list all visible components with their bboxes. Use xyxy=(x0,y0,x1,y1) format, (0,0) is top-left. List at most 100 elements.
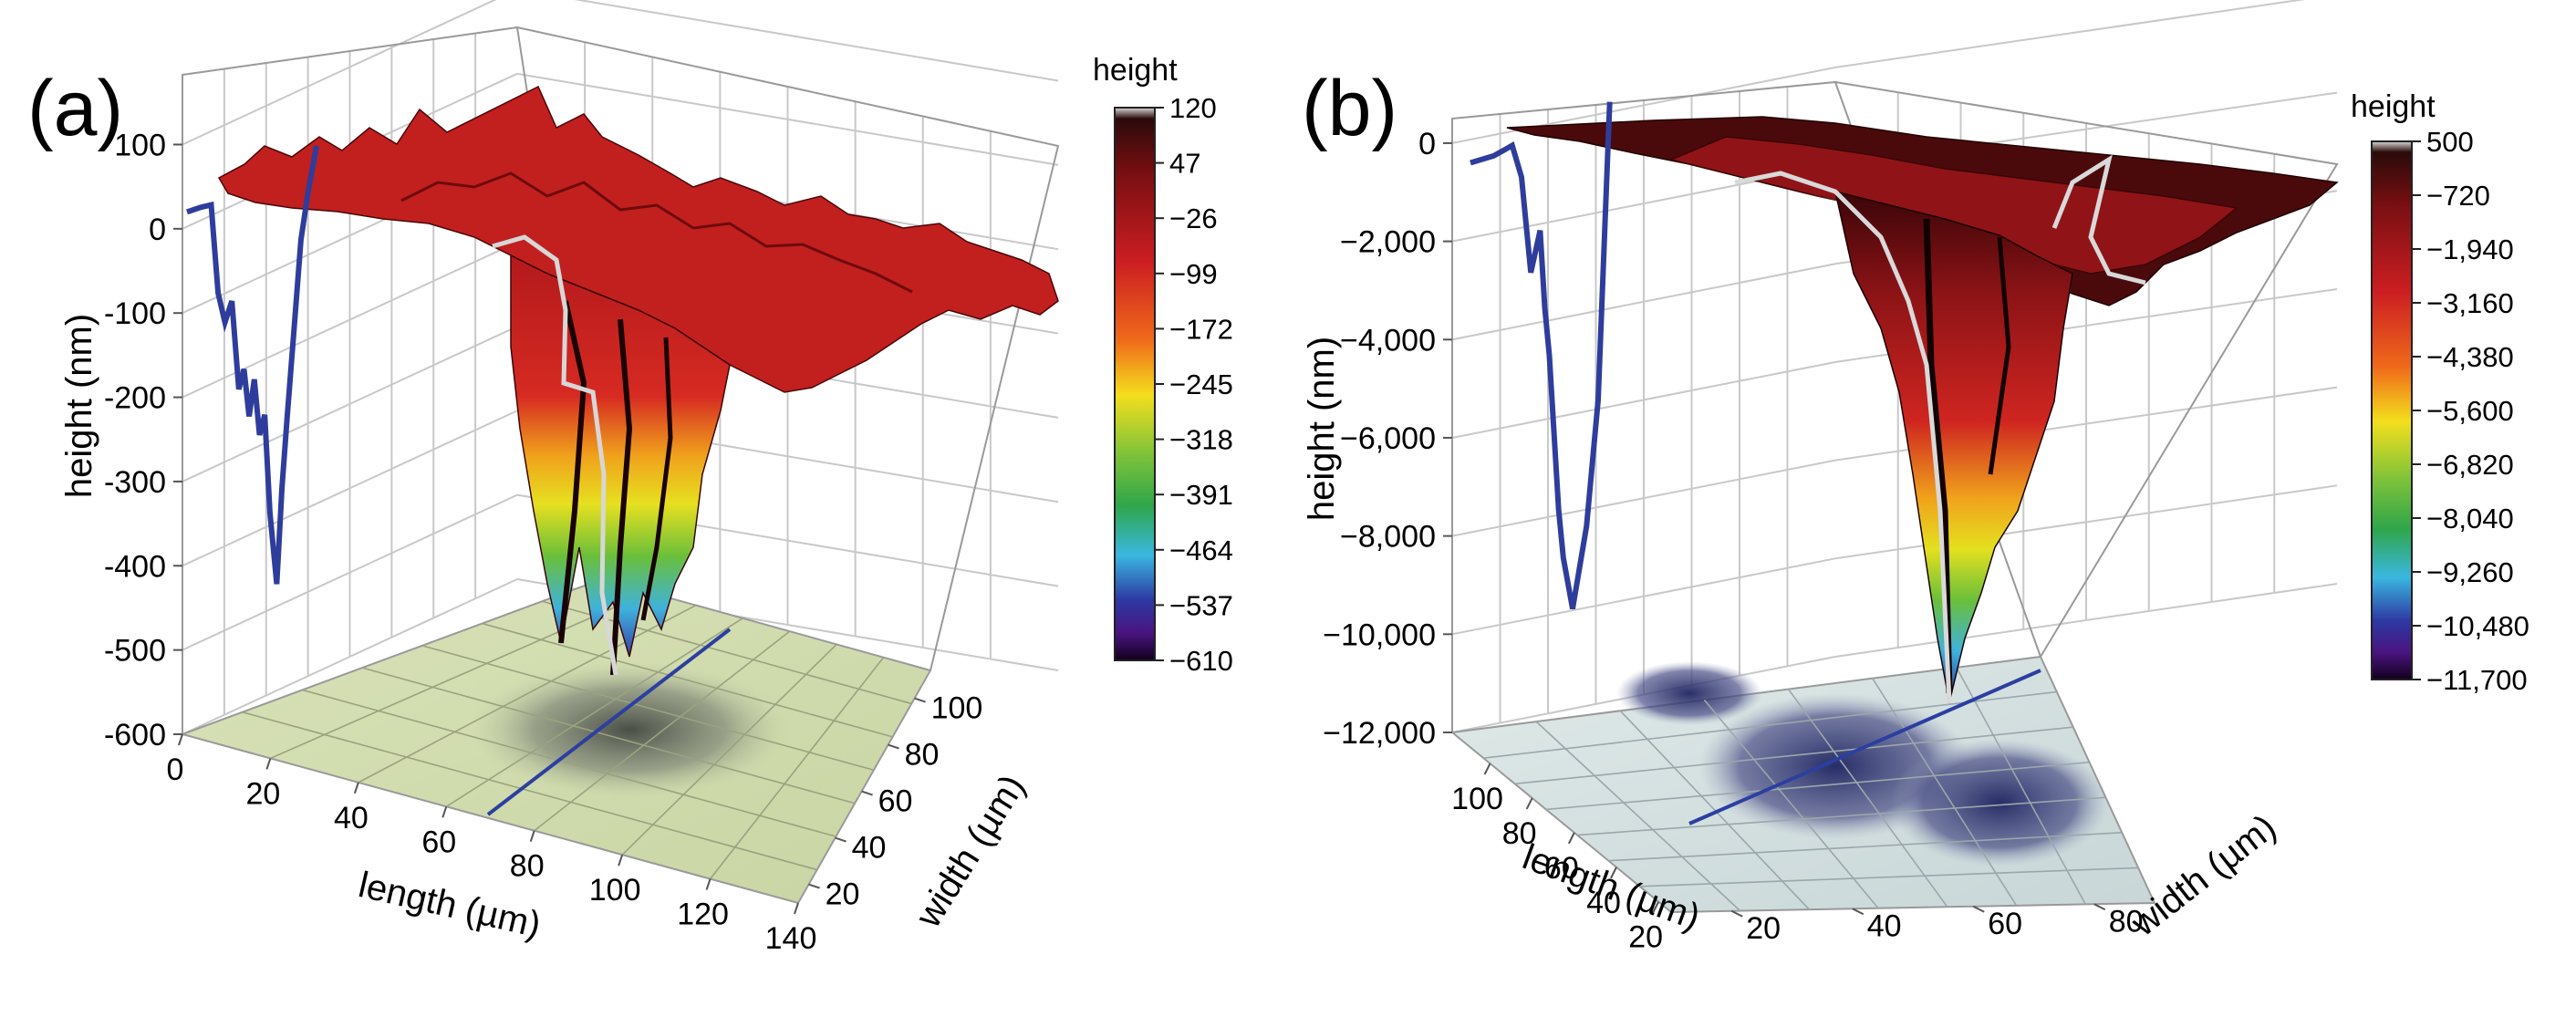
colorbar-tick-label: 120 xyxy=(1169,92,1217,124)
chart-a-surface xyxy=(217,85,1059,676)
chart-a-floor-section-line xyxy=(486,628,732,816)
chart-b-pit-funnel xyxy=(1834,190,2073,703)
z-tick-label: -600 xyxy=(104,718,166,752)
colorbar-tick-label: −6,820 xyxy=(2426,449,2514,481)
colorbar-tick-label: −99 xyxy=(1169,258,1218,290)
x-tick-mark xyxy=(1610,867,1617,879)
chart-b-surface-profile-white-2 xyxy=(2051,154,2146,285)
floor-grid-line xyxy=(302,689,836,837)
chart-a-z-title: height (nm) xyxy=(59,314,99,498)
z-tick-label: −4,000 xyxy=(1340,323,1436,358)
floor-grid-line xyxy=(1483,690,2057,759)
y-tick-label: 100 xyxy=(931,691,983,726)
x-tick-label: 80 xyxy=(1502,816,1537,851)
y-tick-mark xyxy=(888,743,899,750)
floor-grid-line xyxy=(1639,867,2139,887)
y-tick-label: 80 xyxy=(905,738,940,773)
chart-a-x-axis: 0 20 40 60 80 100 120 140 xyxy=(167,733,817,956)
floor-grid-line xyxy=(1535,721,1741,912)
x-tick-label: 40 xyxy=(1586,886,1621,920)
z-tick-label: −12,000 xyxy=(1323,716,1436,751)
floor-grid-line xyxy=(1703,699,1879,909)
colorbar-tick-label: −610 xyxy=(1169,645,1233,677)
x-tick-label: 60 xyxy=(1544,851,1579,886)
z-tick-label: −6,000 xyxy=(1340,421,1436,456)
x-tick-mark xyxy=(794,902,799,915)
panel-a: 100 0 -100 -200 -300 -400 -500 -600 0 20 40 60 80 10… xyxy=(27,0,1233,956)
y-tick-mark xyxy=(1852,908,1864,916)
y-tick-mark xyxy=(808,883,820,889)
y-tick-label: 80 xyxy=(2109,904,2144,939)
colorbar-tick-label: −464 xyxy=(1169,534,1233,566)
chart-a-y-axis: 20 40 60 80 100 xyxy=(808,691,983,912)
colorbar-tick-label: −4,380 xyxy=(2426,341,2514,373)
chart-b-surface xyxy=(1506,116,2339,703)
colorbar-tick-label: −26 xyxy=(1169,202,1218,234)
z-tick-label: 0 xyxy=(1418,127,1436,161)
colorbar-tick-label: 47 xyxy=(1169,148,1200,180)
chart-b-svg: 0−2,000−4,000−6,000−8,000−10,000−12,000 … xyxy=(1302,0,2529,955)
colorbar-tick-label: −720 xyxy=(2426,180,2490,212)
x-tick-mark xyxy=(618,854,624,867)
floor-grid-line xyxy=(1619,710,1811,910)
x-tick-mark xyxy=(1652,901,1660,914)
floor-grid-line xyxy=(1577,796,2106,836)
x-tick-mark xyxy=(705,878,712,890)
y-tick-label: 40 xyxy=(852,831,887,866)
y-tick-mark xyxy=(914,697,926,703)
chart-a-floor-grid xyxy=(242,591,912,880)
floor-grid-line xyxy=(1956,667,2086,905)
x-tick-mark xyxy=(1525,797,1533,810)
x-tick-label: 0 xyxy=(167,752,184,787)
x-tick-mark xyxy=(353,782,359,794)
chart-b-back-wall-right xyxy=(1834,81,2339,658)
chart-b-z-axis: 0 −2,000 −4,000 −6,000 −8,000 −10,000 −12,000 xyxy=(1323,127,1452,751)
chart-a-colorbar-ticks: 120 47 −26 −99 −172 −245 −318 −391 −464 −537 −610 xyxy=(1155,92,1233,677)
chart-a-pit-shadow-1 xyxy=(558,300,587,644)
chart-a-profile-curve xyxy=(186,145,319,585)
z-tick-label: -300 xyxy=(104,465,166,500)
x-tick-mark xyxy=(265,758,272,770)
y-tick-mark xyxy=(1730,909,1743,918)
chart-a-back-wall-right xyxy=(516,26,1060,671)
y-tick-label: 60 xyxy=(1988,907,2022,941)
x-tick-label: 20 xyxy=(246,776,281,811)
chart-b-z-title: height (nm) xyxy=(1302,337,1342,521)
y-tick-mark xyxy=(1972,905,1985,913)
chart-a-surface-ridge xyxy=(400,171,913,294)
z-tick-label: -500 xyxy=(104,634,166,669)
chart-a-floor-stain xyxy=(470,661,789,798)
chart-b-floor-stain-2 xyxy=(1890,739,2109,867)
colorbar-tick-label: −537 xyxy=(1169,589,1233,621)
chart-a-svg: 100 0 -100 -200 -300 -400 -500 -600 0 20 40 60 80 10… xyxy=(27,0,1233,956)
y-tick-label: 20 xyxy=(826,877,860,912)
floor-grid-line xyxy=(358,604,697,784)
chart-a-colorbar-title: height xyxy=(1093,53,1178,88)
floor-grid-line xyxy=(1787,689,1948,908)
grid-line xyxy=(1834,0,2306,68)
x-tick-label: 140 xyxy=(765,921,817,956)
floor-grid-line xyxy=(1608,832,2123,862)
x-tick-label: 80 xyxy=(510,849,545,884)
chart-b-pit-shadow-2 xyxy=(1988,236,2011,475)
colorbar-tick-label: −10,480 xyxy=(2426,610,2529,642)
chart-a-colorbar xyxy=(1114,107,1156,661)
z-tick-label: −8,000 xyxy=(1340,520,1436,555)
chart-a-panel-label: (a) xyxy=(27,65,123,152)
x-tick-mark xyxy=(1567,832,1575,845)
colorbar-tick-label: 500 xyxy=(2426,126,2474,158)
x-tick-mark xyxy=(1483,763,1491,775)
colorbar-tick-label: −8,040 xyxy=(2426,503,2514,534)
x-tick-label: 120 xyxy=(677,898,729,932)
colorbar-tick-label: −11,700 xyxy=(2426,664,2528,696)
colorbar-tick-label: −9,260 xyxy=(2426,556,2514,588)
x-tick-mark xyxy=(441,805,448,818)
colorbar-tick-label: −3,160 xyxy=(2426,287,2514,319)
chart-b-floor-section-line xyxy=(1688,669,2041,825)
chart-b-profile-curve xyxy=(1470,101,1613,610)
y-tick-mark xyxy=(835,836,847,843)
y-tick-label: 60 xyxy=(878,784,913,819)
chart-b-pit-shadow-1 xyxy=(1923,218,1953,694)
chart-b-y-axis: 20 40 60 80 xyxy=(1730,903,2144,946)
